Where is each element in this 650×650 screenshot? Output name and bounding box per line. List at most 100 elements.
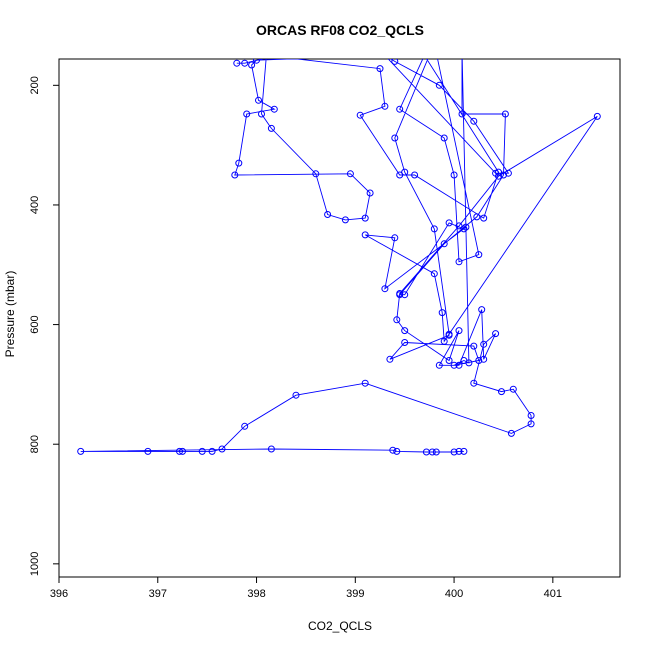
- series-line: [80, 59, 598, 453]
- data-point: [430, 225, 438, 233]
- data-point: [470, 379, 478, 387]
- data-point: [462, 223, 470, 231]
- data-point: [445, 331, 453, 339]
- data-point: [504, 169, 512, 177]
- data-point: [593, 112, 601, 120]
- data-point: [507, 429, 515, 437]
- data-point: [498, 388, 505, 396]
- data-point: [248, 61, 256, 69]
- data-point: [389, 446, 397, 454]
- data-point: [361, 231, 369, 239]
- y-tick-label: 800: [29, 435, 41, 453]
- data-point: [401, 339, 409, 346]
- data-point: [324, 211, 332, 218]
- data-point: [198, 447, 206, 455]
- y-tick-label: 1000: [29, 552, 41, 576]
- data-point: [255, 96, 262, 104]
- data-point: [480, 355, 488, 363]
- data-point: [235, 159, 243, 167]
- data-point: [411, 171, 419, 179]
- data-point: [292, 391, 300, 399]
- data-point: [500, 171, 507, 179]
- data-point: [428, 448, 436, 456]
- data-point: [455, 327, 463, 335]
- data-point: [480, 214, 488, 222]
- data-point: [391, 134, 399, 142]
- data-point: [470, 342, 478, 350]
- data-point: [396, 290, 404, 297]
- data-point: [440, 337, 448, 345]
- data-point: [393, 447, 401, 455]
- x-tick-label: 397: [149, 588, 167, 600]
- data-point: [361, 379, 369, 387]
- x-axis: 396 397 398 399 400 401: [50, 577, 562, 600]
- data-point: [361, 214, 369, 222]
- data-point: [393, 316, 401, 324]
- data-point: [258, 110, 265, 118]
- data-point: [381, 285, 389, 293]
- data-point: [391, 234, 399, 242]
- data-point: [450, 361, 458, 369]
- data-point: [460, 447, 468, 455]
- data-point: [366, 189, 374, 197]
- data-point: [495, 168, 502, 176]
- data-point: [241, 59, 249, 67]
- data-point: [501, 110, 509, 118]
- data-point: [376, 65, 384, 73]
- data-point: [450, 171, 458, 179]
- data-point: [455, 222, 463, 230]
- y-tick-label: 200: [29, 76, 41, 94]
- data-point: [77, 447, 85, 455]
- y-tick-label: 600: [29, 315, 41, 333]
- x-axis-label: CO2_QCLS: [308, 619, 372, 633]
- data-point: [243, 110, 251, 118]
- data-point: [346, 170, 354, 178]
- x-tick-label: 399: [346, 588, 364, 600]
- data-point: [176, 447, 183, 455]
- data-point: [270, 105, 278, 113]
- data-point: [455, 447, 463, 455]
- data-point: [356, 111, 364, 119]
- data-point: [381, 102, 389, 110]
- data-point: [401, 327, 409, 335]
- data-point: [475, 357, 483, 364]
- data-point: [391, 59, 399, 65]
- chart-title: ORCAS RF08 CO2_QCLS: [256, 22, 424, 38]
- data-point: [401, 168, 409, 176]
- data-point: [208, 447, 216, 455]
- data-point: [492, 330, 500, 338]
- data-point: [396, 171, 404, 179]
- data-point: [267, 445, 275, 453]
- data-point: [396, 105, 404, 113]
- data-point: [438, 309, 446, 317]
- data-point: [509, 385, 517, 393]
- data-point: [527, 420, 535, 428]
- data-point: [495, 172, 502, 180]
- data-point: [241, 422, 249, 430]
- data-point: [179, 447, 186, 455]
- data-point: [527, 412, 535, 419]
- data-point: [144, 447, 152, 455]
- data-point: [312, 170, 320, 178]
- data-point: [473, 213, 481, 221]
- data-point: [341, 216, 349, 224]
- data-point: [470, 117, 478, 125]
- data-point: [465, 359, 473, 367]
- x-tick-label: 396: [50, 588, 68, 600]
- data-point: [455, 361, 463, 369]
- data-point: [455, 258, 463, 266]
- data-point: [445, 357, 453, 364]
- data-point: [478, 306, 486, 314]
- data-point: [218, 445, 226, 453]
- x-tick-label: 398: [247, 588, 265, 600]
- data-point: [480, 340, 488, 348]
- plot-frame: [58, 58, 621, 578]
- data-point: [460, 225, 468, 233]
- data-point: [267, 124, 275, 132]
- data-point: [445, 219, 453, 227]
- data-point: [450, 448, 458, 456]
- data-point: [432, 448, 440, 456]
- data-point: [435, 81, 443, 89]
